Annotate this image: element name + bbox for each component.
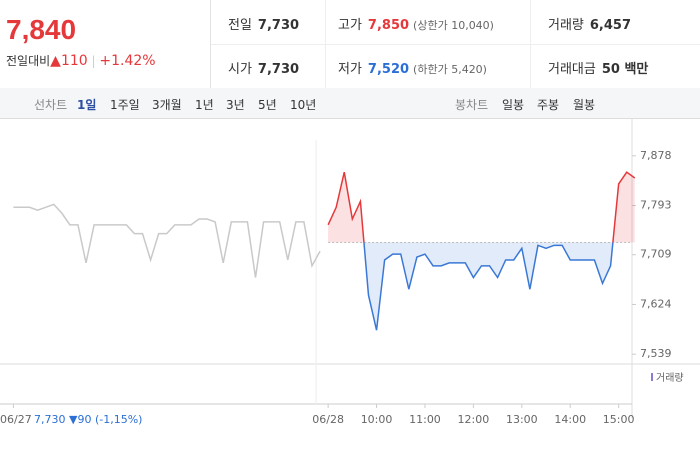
nav-label: 선차트 — [34, 98, 68, 112]
volume-legend-swatch — [651, 373, 653, 381]
area-down — [363, 242, 613, 331]
nav-label: 봉차트 — [455, 98, 489, 112]
stat-note: (상한가 10,040) — [413, 19, 494, 32]
y-tick-label: 7,539 — [640, 347, 672, 360]
nav-item[interactable]: 1년 — [195, 98, 214, 112]
change-label: 전일대비 — [6, 54, 51, 68]
y-tick-label: 7,709 — [640, 248, 672, 261]
prev-close: 7,730 — [34, 413, 66, 426]
change-row: 전일대비▲110 | +1.42% — [6, 53, 156, 69]
stat: 거래량 6,457 — [548, 14, 631, 33]
x-tick-label: 15:00 — [603, 413, 635, 426]
stat-label: 거래대금 — [548, 62, 596, 77]
x-tick-label: 13:00 — [506, 413, 538, 426]
price-line — [13, 203, 321, 278]
stat-label: 전일 — [228, 18, 252, 33]
x-tick-label: 14:00 — [554, 413, 586, 426]
divider — [211, 44, 700, 45]
nav-item[interactable]: 1일 — [77, 98, 97, 112]
stat-value: 7,730 — [257, 18, 300, 33]
stat-label: 고가 — [338, 18, 362, 33]
stat-value: 7,850 — [367, 18, 410, 33]
x-tick-label: 06/27 — [0, 413, 32, 426]
x-tick-label: 11:00 — [409, 413, 441, 426]
nav-item[interactable]: 1주일 — [110, 98, 140, 112]
nav-item[interactable]: 3년 — [226, 98, 245, 112]
nav-item[interactable]: 3개월 — [152, 98, 182, 112]
prev-change: ▼90 — [69, 413, 91, 426]
x-tick-label: 12:00 — [458, 413, 490, 426]
price: 7,840 — [6, 14, 77, 45]
change-pct: +1.42% — [99, 53, 156, 69]
period-nav: 선차트 봉차트 1일 1주일 3개월 1년 3년 5년 10년 일봉 주봉 월봉 — [0, 88, 700, 119]
y-tick-label: 7,624 — [640, 297, 672, 310]
y-tick-label: 7,878 — [640, 149, 672, 162]
chart: 거래량 7,878 7,793 7,709 7,624 7,539 06/27 06/28 1… — [0, 118, 700, 426]
stat: 고가 7,850 (상한가 10,040) — [338, 14, 494, 33]
nav-item[interactable]: 5년 — [258, 98, 277, 112]
stat-value: 6,457 — [589, 18, 632, 33]
stat-label: 저가 — [338, 62, 362, 77]
price-box: 7,840 전일대비▲110 | +1.42% — [0, 0, 211, 88]
prev-close-info: 7,730 ▼90 (-1,15%) — [34, 413, 142, 426]
stat: 전일 7,730 — [228, 14, 299, 33]
stat-value: 7,730 — [257, 62, 300, 77]
stat-note: (하한가 5,420) — [413, 63, 487, 76]
prev-change-pct: (-1,15%) — [95, 413, 143, 426]
stat-value: 50 백만 — [601, 62, 649, 77]
x-tick-label: 06/28 — [312, 413, 344, 426]
volume-label: 거래량 — [656, 372, 684, 384]
nav-item[interactable]: 일봉 — [502, 98, 525, 112]
quote-header: 7,840 전일대비▲110 | +1.42% 전일 7,730 고가 7,850(… — [0, 0, 700, 89]
stat-label: 시가 — [228, 62, 252, 77]
nav-item[interactable]: 10년 — [290, 98, 317, 112]
x-tick-label: 10:00 — [361, 413, 393, 426]
stat: 거래대금 50 백만 — [548, 58, 648, 77]
price-line-down — [363, 242, 614, 331]
change: ▲110 — [50, 53, 88, 69]
stat-label: 거래량 — [548, 18, 584, 33]
nav-item[interactable]: 월봉 — [573, 98, 596, 112]
stat-value: 7,520 — [367, 62, 410, 77]
stat: 저가 7,520 (하한가 5,420) — [338, 58, 487, 77]
nav-item[interactable]: 주봉 — [537, 98, 560, 112]
area-up — [328, 172, 635, 243]
stat: 시가 7,730 — [228, 58, 299, 77]
y-tick-label: 7,793 — [640, 199, 672, 212]
